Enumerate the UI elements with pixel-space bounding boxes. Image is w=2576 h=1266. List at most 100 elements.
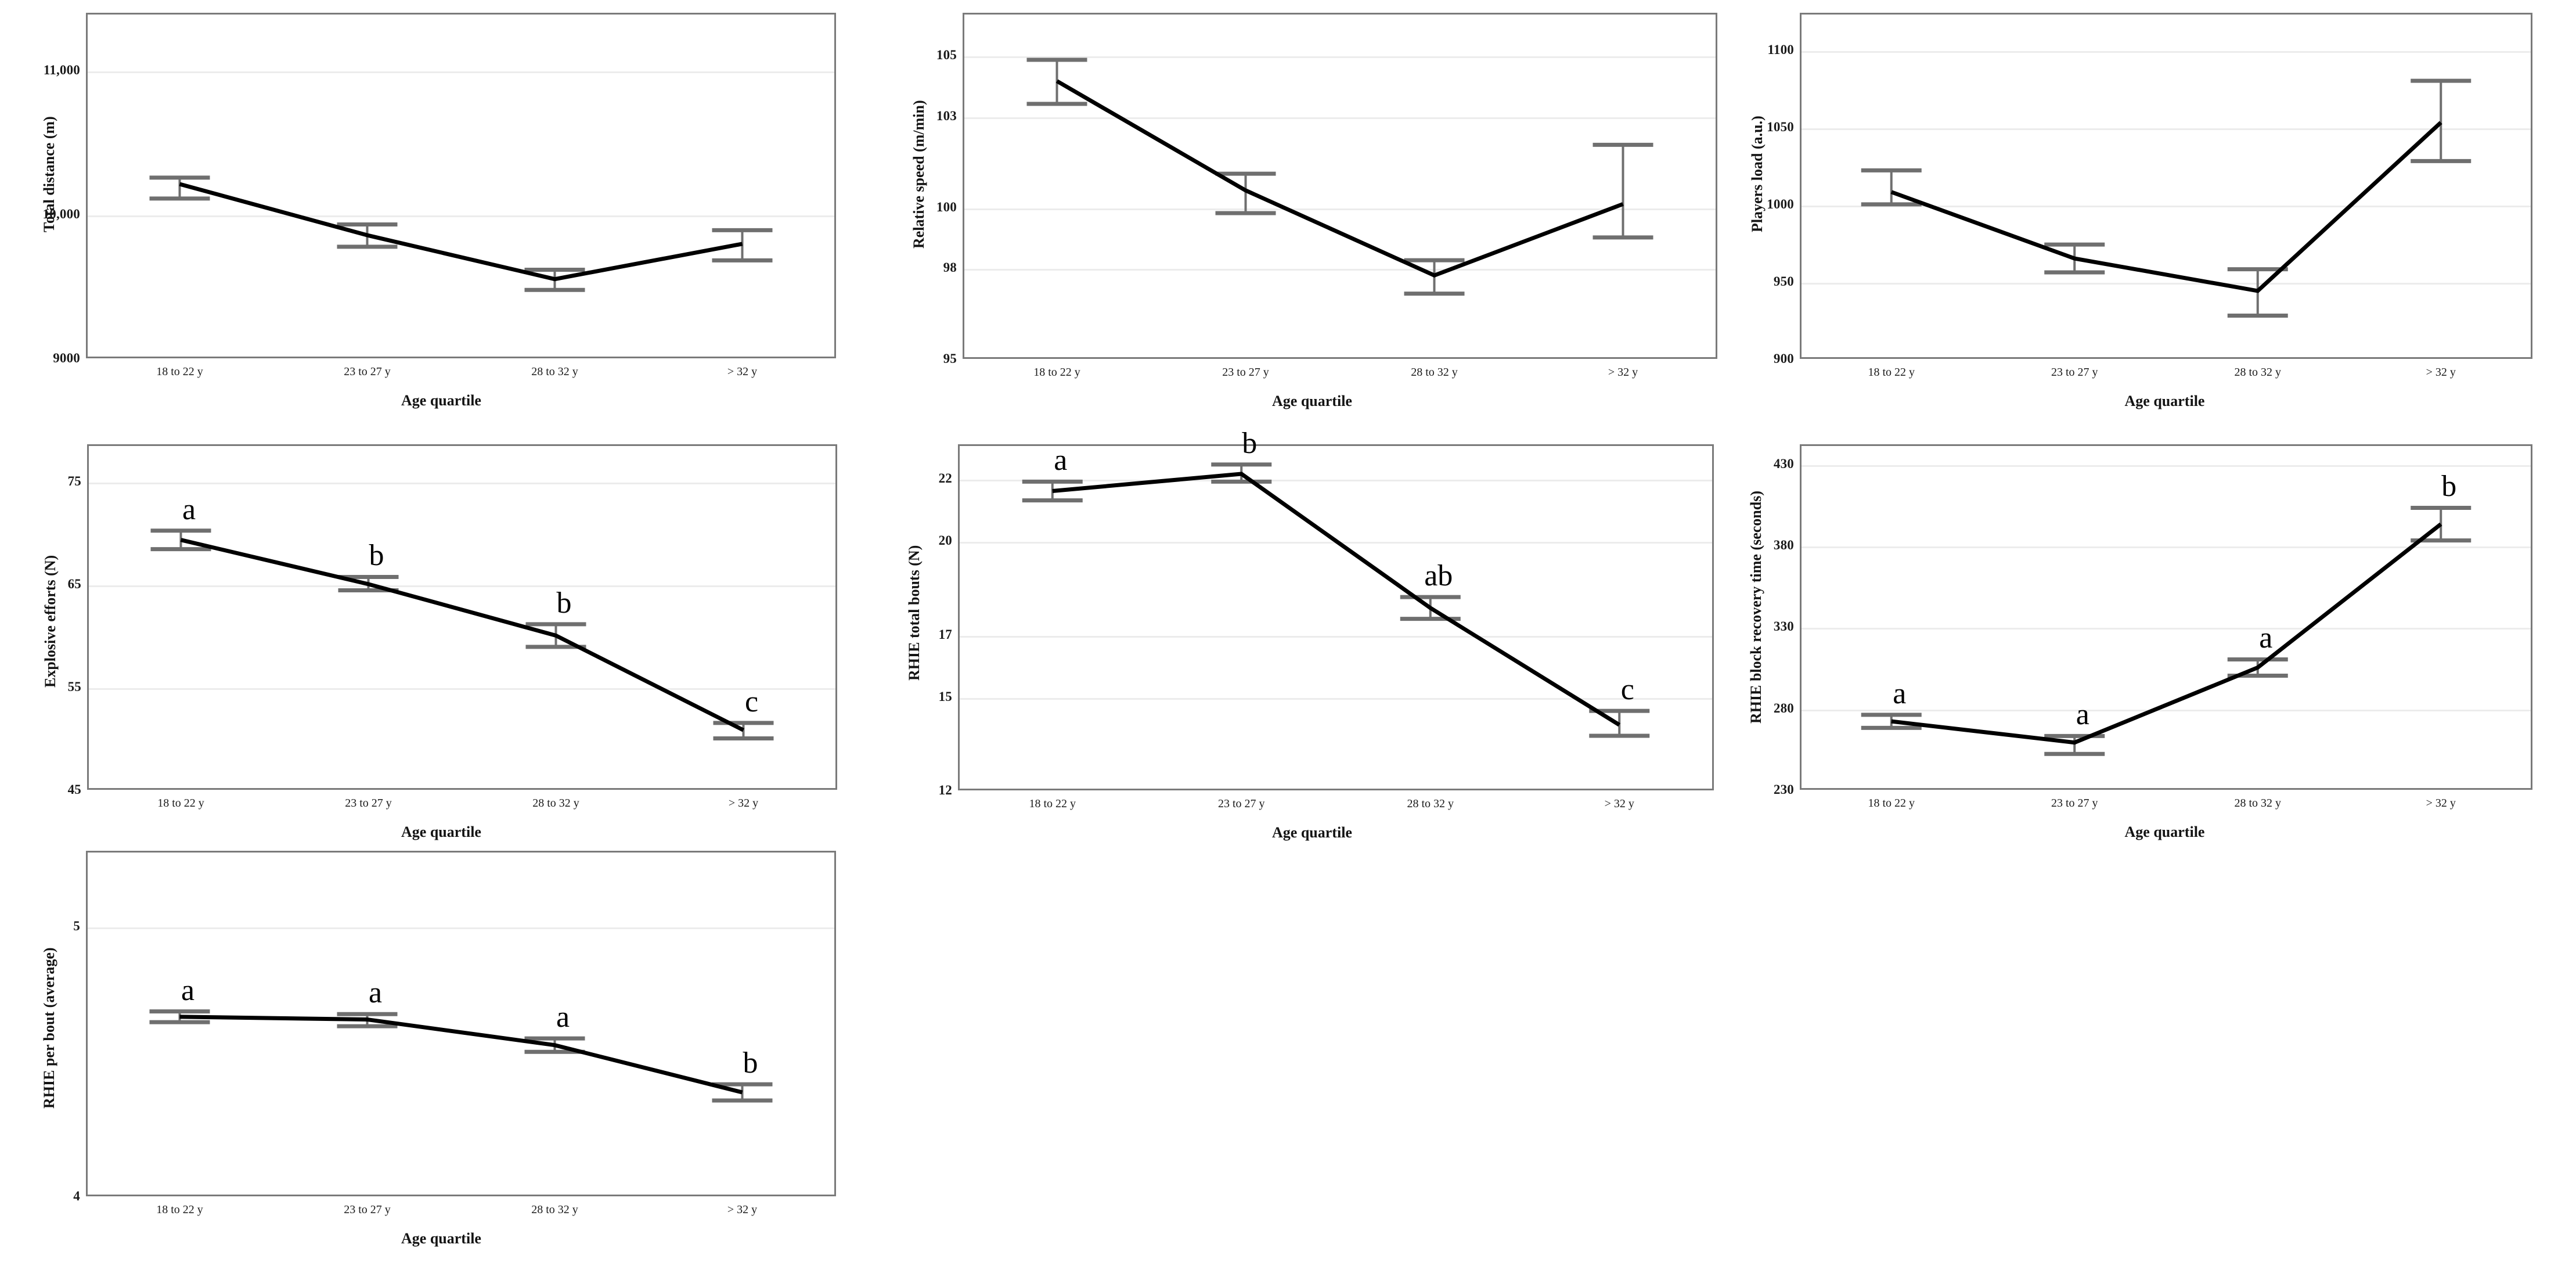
significance-letter: b <box>369 539 384 573</box>
significance-letter: c <box>1620 673 1634 707</box>
series-line <box>1052 472 1621 727</box>
gridline <box>1802 282 2531 285</box>
y-axis-tick-label: 230 <box>1773 782 1794 797</box>
y-axis-tick-label: 55 <box>67 679 81 694</box>
y-axis-tick-label: 15 <box>938 689 952 704</box>
data-series <box>1861 505 2471 756</box>
y-axis-tick-label: 105 <box>936 48 957 63</box>
gridline <box>964 56 1716 59</box>
gridline <box>964 208 1716 210</box>
plot-frame <box>1800 13 2532 359</box>
x-axis-tick-label: 23 to 27 y <box>1217 797 1265 810</box>
x-axis-tick-label: 28 to 32 y <box>1411 366 1458 379</box>
y-axis-tick-label: 10,000 <box>42 207 80 222</box>
x-axis-title: Age quartile <box>401 823 481 840</box>
chart-panel-rhie-total-bouts: 12 15 17 20 22 RHIE total bouts (N) 18 to 22 y… <box>865 428 1759 859</box>
x-axis-title: Age quartile <box>401 1230 481 1247</box>
x-axis-title: Age quartile <box>1272 824 1352 841</box>
gridline <box>89 482 835 484</box>
x-axis-tick-label: 23 to 27 y <box>344 365 391 378</box>
significance-letter: c <box>744 685 759 718</box>
error-bar <box>2411 505 2471 543</box>
x-axis-tick-label: > 32 y <box>727 365 758 378</box>
significance-letter: a <box>182 492 196 526</box>
x-axis-tick-label: 28 to 32 y <box>531 365 578 378</box>
y-axis-tick-label: 20 <box>938 533 952 548</box>
y-axis-tick-label: 430 <box>1773 456 1794 471</box>
gridline <box>960 635 1712 638</box>
gridline <box>88 71 834 74</box>
y-axis-tick-label: 1100 <box>1767 42 1794 57</box>
y-axis-tick-label: 330 <box>1773 619 1794 634</box>
x-axis-title: Age quartile <box>401 392 481 409</box>
x-axis-title: Age quartile <box>2124 393 2205 409</box>
x-axis-title: Age quartile <box>1272 393 1352 409</box>
y-axis-tick-label: 103 <box>936 108 957 123</box>
y-axis-tick-label: 11,000 <box>43 63 80 78</box>
y-axis-tick-label: 1000 <box>1767 196 1794 211</box>
gridline <box>1802 628 2531 630</box>
x-axis-title: Age quartile <box>2124 823 2205 840</box>
plot-frame <box>963 13 1717 359</box>
chart-panel-rhie-block-recovery-time: 230 280 330 380 430 RHIE block recovery time … <box>1748 430 2576 859</box>
data-series <box>1026 57 1653 296</box>
x-axis-tick-label: 23 to 27 y <box>344 1203 391 1216</box>
data-series <box>1022 462 1650 738</box>
significance-letter: b <box>743 1046 758 1080</box>
data-series <box>149 1009 773 1103</box>
y-axis-tick-label: 95 <box>943 351 957 366</box>
x-axis-tick-label: 28 to 32 y <box>1407 797 1454 810</box>
significance-letter: ab <box>1424 559 1453 593</box>
data-series <box>150 528 774 740</box>
y-axis-tick-label: 12 <box>938 783 952 797</box>
plot-frame <box>86 13 836 358</box>
y-axis-tick-label: 65 <box>67 576 81 591</box>
gridline <box>960 480 1712 482</box>
x-axis-tick-label: 18 to 22 y <box>1033 366 1080 379</box>
y-axis-tick-label: 950 <box>1773 274 1794 289</box>
x-axis-tick-label: > 32 y <box>727 1203 758 1216</box>
chart-panel-total-distance: 9000 10,000 11,000 Total distance (m) 18 to … <box>0 0 882 430</box>
x-axis-tick-label: > 32 y <box>2426 797 2456 810</box>
gridline <box>88 927 834 930</box>
significance-letter: a <box>368 976 383 1010</box>
x-axis-tick-label: > 32 y <box>1608 366 1638 379</box>
y-axis-tick-label: 5 <box>73 919 80 934</box>
significance-letter: b <box>2441 470 2457 503</box>
y-axis-tick-label: 100 <box>936 199 957 214</box>
x-axis-tick-label: 28 to 32 y <box>2234 797 2282 810</box>
gridline <box>1802 128 2531 130</box>
series-line <box>1891 522 2442 745</box>
x-axis-tick-label: 28 to 32 y <box>532 797 579 810</box>
y-axis-tick-label: 280 <box>1773 700 1794 715</box>
x-axis-tick-label: 18 to 22 y <box>156 365 203 378</box>
gridline <box>89 688 835 690</box>
x-axis-tick-label: 28 to 32 y <box>2234 366 2282 379</box>
gridline <box>960 697 1712 700</box>
x-axis-tick-label: 23 to 27 y <box>1222 366 1269 379</box>
significance-letter: a <box>1054 444 1068 477</box>
x-axis-tick-label: 18 to 22 y <box>157 797 204 810</box>
x-axis-tick-label: 18 to 22 y <box>156 1203 203 1216</box>
error-bar <box>1861 168 1922 207</box>
y-axis-tick-label: 1050 <box>1767 119 1794 134</box>
gridline <box>1802 546 2531 548</box>
gridline <box>1802 709 2531 711</box>
x-axis-tick-label: 23 to 27 y <box>2051 797 2098 810</box>
x-axis-tick-label: > 32 y <box>2426 366 2456 379</box>
x-axis-tick-label: 18 to 22 y <box>1868 797 1915 810</box>
significance-letter: a <box>2259 621 2273 655</box>
significance-letter: a <box>181 973 195 1007</box>
gridline <box>964 269 1716 271</box>
y-axis-tick-label: 380 <box>1773 538 1794 552</box>
y-axis-tick-label: 4 <box>73 1189 80 1203</box>
y-axis-tick-label: 17 <box>938 627 952 642</box>
data-series <box>1861 78 2471 318</box>
significance-letter: a <box>2076 698 2089 732</box>
chart-panel-relative-speed: 95 98 100 103 105 Relative speed (m/min) 18 to… <box>865 0 1759 430</box>
series-line <box>179 182 743 282</box>
y-axis-tick-label: 98 <box>943 260 957 275</box>
plot-frame <box>958 444 1714 790</box>
data-series <box>149 175 773 292</box>
